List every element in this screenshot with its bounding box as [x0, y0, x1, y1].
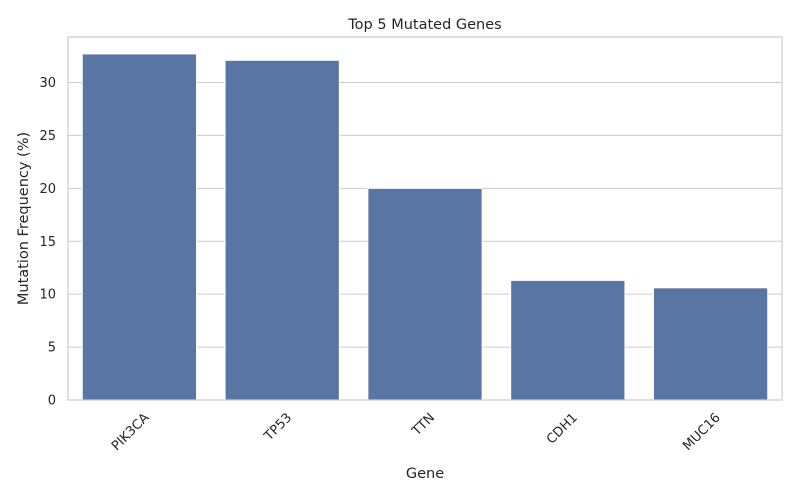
bar-tp53: [224, 59, 340, 401]
y-tick-label: 15: [39, 235, 56, 250]
y-tick-label: 10: [39, 288, 56, 303]
y-tick-label: 20: [39, 182, 56, 197]
x-tick-labels: PIK3CA TP53 TTN CDH1 MUC16: [109, 410, 724, 454]
bar-ttn: [367, 187, 483, 401]
x-tick-label-ttn: TTN: [409, 410, 438, 439]
x-tick-label-muc16: MUC16: [680, 410, 723, 453]
y-tick-label: 5: [48, 341, 56, 356]
x-axis-label: Gene: [406, 466, 444, 482]
x-tick-label-tp53: TP53: [261, 410, 295, 444]
chart-title: Top 5 Mutated Genes: [347, 17, 501, 33]
y-tick-label: 0: [48, 394, 56, 409]
bar-muc16: [652, 287, 769, 401]
y-axis-label: Mutation Frequency (%): [16, 132, 32, 305]
x-tick-label-pik3ca: PIK3CA: [109, 410, 153, 454]
plot-frame: [67, 36, 783, 401]
x-tick-label-cdh1: CDH1: [544, 410, 581, 447]
bar-cdh1: [510, 279, 626, 401]
y-tick-labels: 0 5 10 15 20 25 30: [39, 76, 56, 408]
bars: [81, 53, 769, 401]
y-tick-label: 25: [39, 129, 56, 144]
y-tick-label: 30: [39, 76, 56, 91]
bar-pik3ca: [81, 53, 198, 401]
